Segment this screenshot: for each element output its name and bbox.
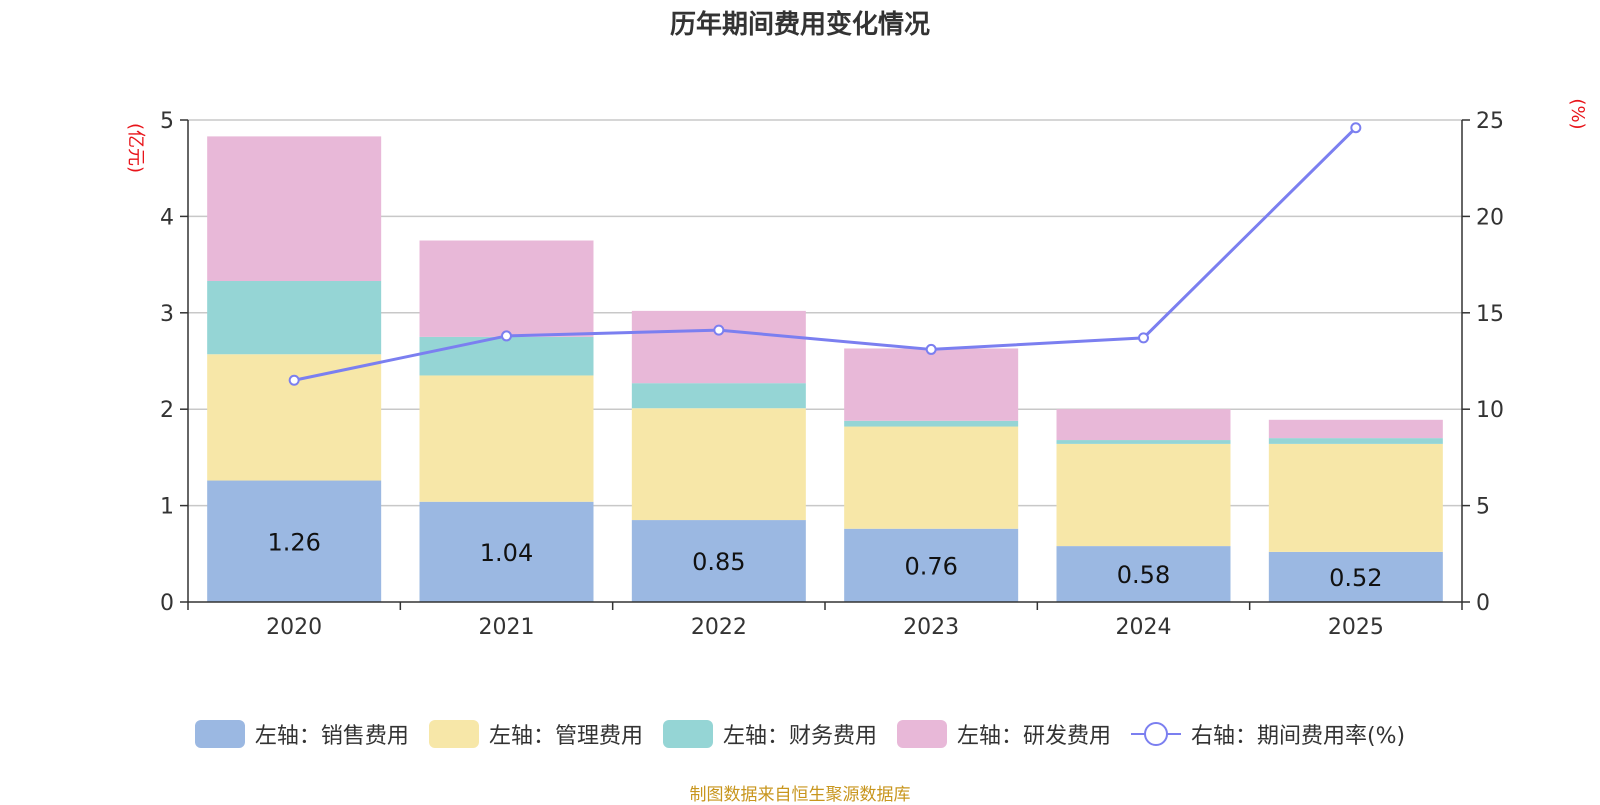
left-tick-label: 1: [160, 495, 174, 520]
legend-swatch-rd: [896, 720, 947, 748]
legend-swatch-finance: [662, 720, 713, 748]
bar-data-label: 1.26: [267, 528, 320, 556]
bar-segment: [207, 280, 382, 355]
bar-segment: [631, 383, 806, 409]
bar-segment: [844, 426, 1019, 529]
bar-segment: [844, 348, 1019, 421]
rate-point: [925, 343, 937, 355]
legend-line-marker-icon: [1130, 720, 1181, 748]
rate-point: [1350, 122, 1362, 134]
left-tick-label: 2: [160, 398, 174, 423]
legend-label-rd: 左轴：研发费用: [956, 724, 1111, 749]
left-tick-label: 3: [160, 302, 174, 327]
bar-segment: [844, 420, 1019, 427]
bar-data-label: 0.76: [904, 552, 957, 580]
bar-segment: [1056, 443, 1231, 547]
right-tick-label: 10: [1476, 398, 1504, 423]
rate-line: [293, 126, 1357, 382]
bar-segment: [844, 528, 1019, 602]
legend-label-admin: 左轴：管理费用: [488, 724, 643, 749]
bar-segment: [631, 520, 806, 602]
x-tick-label: 2025: [1328, 615, 1384, 640]
legend: 左轴：销售费用 左轴：管理费用 左轴：财务费用 左轴：研发费用 右轴：期间费用率…: [0, 718, 1600, 750]
left-tick-label: 4: [160, 205, 174, 230]
right-axis-unit: (%): [1567, 98, 1588, 129]
left-tick-label: 0: [160, 591, 174, 616]
rate-point: [1138, 332, 1149, 344]
legend-item-rate[interactable]: 右轴：期间费用率(%): [1130, 718, 1406, 750]
chart-title: 历年期间费用变化情况: [669, 10, 930, 40]
bar-data-label: 0.58: [1117, 561, 1170, 589]
legend-item-rd[interactable]: 左轴：研发费用: [896, 718, 1111, 750]
legend-item-admin[interactable]: 左轴：管理费用: [428, 718, 643, 750]
bar-segment: [1056, 409, 1231, 441]
bar-segment: [1268, 551, 1443, 602]
legend-swatch-admin: [428, 720, 479, 748]
left-axis-unit: (亿元): [125, 123, 146, 173]
x-tick-label: 2020: [266, 615, 322, 640]
bar-segment: [1268, 419, 1443, 439]
bar-segment: [419, 240, 594, 337]
x-tick-label: 2023: [903, 615, 959, 640]
bar-segment: [1056, 546, 1231, 602]
x-tick-label: 2022: [691, 615, 747, 640]
legend-swatch-sales: [194, 720, 245, 748]
bar-segment: [1268, 443, 1443, 552]
legend-item-sales[interactable]: 左轴：销售费用: [194, 718, 409, 750]
bar-data-label: 0.85: [692, 548, 745, 576]
bar-segment: [207, 136, 382, 281]
bar-segment: [1268, 438, 1443, 444]
bar-segment: [1056, 440, 1231, 444]
right-tick-label: 20: [1476, 205, 1504, 230]
legend-label-finance: 左轴：财务费用: [722, 724, 877, 749]
bar-segment: [207, 480, 382, 602]
rate-point: [501, 330, 512, 342]
right-tick-label: 25: [1476, 109, 1504, 134]
right-tick-label: 15: [1476, 302, 1504, 327]
rate-point: [713, 324, 725, 336]
bar-segment: [419, 336, 594, 376]
rate-point: [288, 374, 300, 386]
data-source-note: 制图数据来自恒生聚源数据库: [689, 785, 911, 805]
right-tick-label: 0: [1476, 591, 1490, 616]
bar-segment: [419, 501, 594, 602]
bar-data-label: 0.52: [1329, 564, 1382, 592]
legend-item-finance[interactable]: 左轴：财务费用: [662, 718, 877, 750]
legend-label-rate: 右轴：期间费用率(%): [1190, 724, 1406, 749]
legend-label-sales: 左轴：销售费用: [254, 724, 409, 749]
bar-segment: [631, 310, 806, 384]
bar-segment: [419, 375, 594, 502]
bar-data-label: 1.04: [480, 539, 533, 567]
x-tick-label: 2021: [479, 615, 535, 640]
bar-segment: [207, 354, 382, 481]
bar-segment: [631, 408, 806, 521]
right-tick-label: 5: [1476, 495, 1490, 520]
x-tick-label: 2024: [1116, 615, 1172, 640]
left-tick-label: 5: [160, 109, 174, 134]
